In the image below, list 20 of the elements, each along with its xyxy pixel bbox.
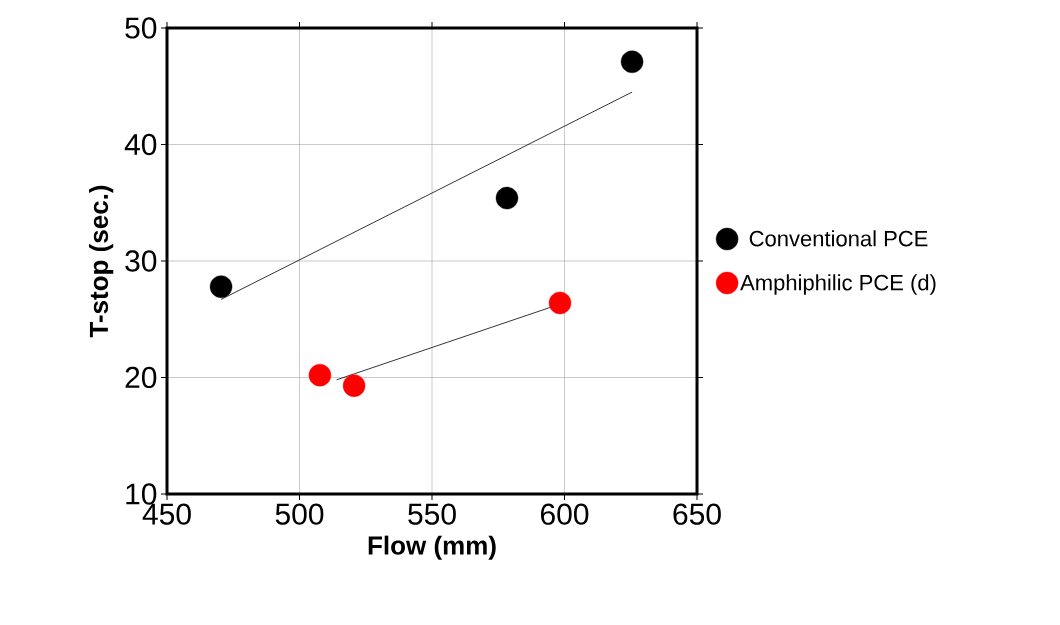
legend-label: Amphiphilic PCE (d) <box>740 274 936 295</box>
point <box>308 363 332 387</box>
x-tick-label: 600 <box>541 503 589 525</box>
point <box>548 291 572 315</box>
y-tick-label: 20 <box>125 366 157 389</box>
point <box>620 50 644 73</box>
point <box>495 186 519 210</box>
y-tick-label: 50 <box>125 17 157 39</box>
y-axis-title: T-stop (sec.) <box>89 185 114 338</box>
x-tick-label: 450 <box>142 503 191 525</box>
x-tick-label: 500 <box>275 503 324 525</box>
legend-label: Conventional PCE <box>749 230 928 247</box>
x-tick-label: 550 <box>408 503 456 525</box>
y-tick-label: 10 <box>126 483 157 505</box>
point <box>342 374 366 397</box>
x-tick-label: 650 <box>673 503 721 525</box>
y-tick-label: 30 <box>125 250 157 272</box>
point <box>209 275 233 298</box>
x-axis-title: Flow (mm) <box>368 535 496 560</box>
y-tick-label: 40 <box>124 133 157 156</box>
